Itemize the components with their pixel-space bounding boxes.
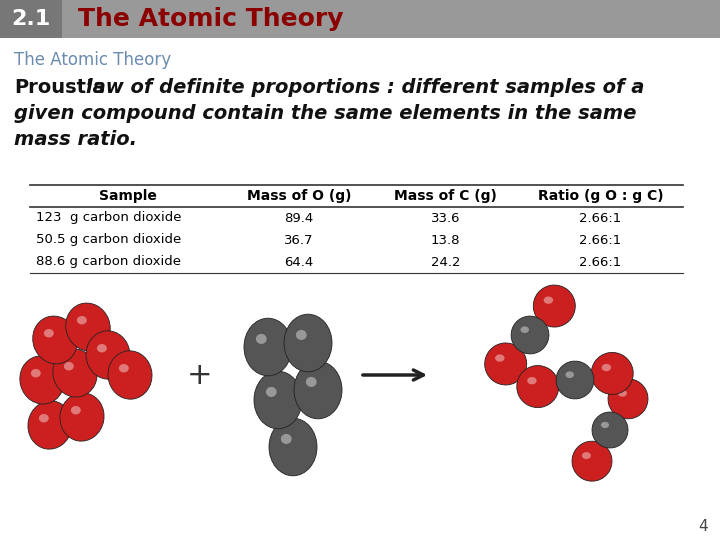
Ellipse shape <box>592 412 628 448</box>
Text: Mass of O (g): Mass of O (g) <box>247 189 351 203</box>
Ellipse shape <box>64 362 73 370</box>
Ellipse shape <box>485 343 527 385</box>
Text: given compound contain the same elements in the same: given compound contain the same elements… <box>14 104 636 123</box>
Ellipse shape <box>32 316 77 364</box>
Ellipse shape <box>119 364 129 373</box>
Ellipse shape <box>66 303 110 351</box>
Ellipse shape <box>284 314 332 372</box>
Ellipse shape <box>39 414 49 422</box>
Ellipse shape <box>306 377 317 387</box>
Text: +: + <box>187 361 213 389</box>
Ellipse shape <box>269 418 317 476</box>
Ellipse shape <box>108 351 152 399</box>
Ellipse shape <box>20 356 64 404</box>
Ellipse shape <box>244 318 292 376</box>
Text: 64.4: 64.4 <box>284 255 314 268</box>
Ellipse shape <box>517 366 559 408</box>
Ellipse shape <box>495 354 505 362</box>
Text: 2.1: 2.1 <box>12 9 50 29</box>
Ellipse shape <box>53 349 97 397</box>
FancyBboxPatch shape <box>0 0 720 38</box>
Ellipse shape <box>618 390 627 397</box>
Ellipse shape <box>602 364 611 371</box>
Text: Ratio (g O : g C): Ratio (g O : g C) <box>538 189 663 203</box>
Text: 36.7: 36.7 <box>284 233 314 246</box>
Text: The Atomic Theory: The Atomic Theory <box>14 51 171 69</box>
Ellipse shape <box>256 334 266 344</box>
Ellipse shape <box>28 401 72 449</box>
Ellipse shape <box>86 331 130 379</box>
Ellipse shape <box>44 329 54 338</box>
Text: mass ratio.: mass ratio. <box>14 130 137 149</box>
Text: Sample: Sample <box>99 189 156 203</box>
Text: Mass of C (g): Mass of C (g) <box>394 189 497 203</box>
Ellipse shape <box>60 393 104 441</box>
Ellipse shape <box>521 326 529 333</box>
Text: 4: 4 <box>698 519 708 534</box>
Ellipse shape <box>544 296 553 304</box>
Ellipse shape <box>565 372 574 378</box>
Ellipse shape <box>97 344 107 353</box>
Text: 13.8: 13.8 <box>431 233 460 246</box>
Ellipse shape <box>556 361 594 399</box>
Ellipse shape <box>77 316 87 325</box>
Text: 2.66:1: 2.66:1 <box>580 233 621 246</box>
Text: 2.66:1: 2.66:1 <box>580 255 621 268</box>
Ellipse shape <box>296 330 307 340</box>
FancyBboxPatch shape <box>0 0 62 38</box>
Ellipse shape <box>608 379 648 419</box>
Text: 123  g carbon dioxide: 123 g carbon dioxide <box>36 212 181 225</box>
Text: 89.4: 89.4 <box>284 212 314 225</box>
Ellipse shape <box>534 285 575 327</box>
Text: The Atomic Theory: The Atomic Theory <box>78 7 343 31</box>
Ellipse shape <box>582 452 591 459</box>
Text: 50.5 g carbon dioxide: 50.5 g carbon dioxide <box>36 233 181 246</box>
Text: law of definite proportions : different samples of a: law of definite proportions : different … <box>86 78 644 97</box>
Ellipse shape <box>601 422 609 428</box>
Ellipse shape <box>572 441 612 481</box>
Text: 24.2: 24.2 <box>431 255 460 268</box>
Ellipse shape <box>591 353 633 394</box>
Ellipse shape <box>294 361 342 419</box>
Ellipse shape <box>527 377 536 384</box>
Ellipse shape <box>71 406 81 415</box>
Text: 88.6 g carbon dioxide: 88.6 g carbon dioxide <box>36 255 181 268</box>
Text: 2.66:1: 2.66:1 <box>580 212 621 225</box>
Text: Proust’s: Proust’s <box>14 78 105 97</box>
Ellipse shape <box>266 387 276 397</box>
Ellipse shape <box>254 371 302 429</box>
Ellipse shape <box>31 369 41 377</box>
Ellipse shape <box>511 316 549 354</box>
Text: 33.6: 33.6 <box>431 212 460 225</box>
Ellipse shape <box>281 434 292 444</box>
